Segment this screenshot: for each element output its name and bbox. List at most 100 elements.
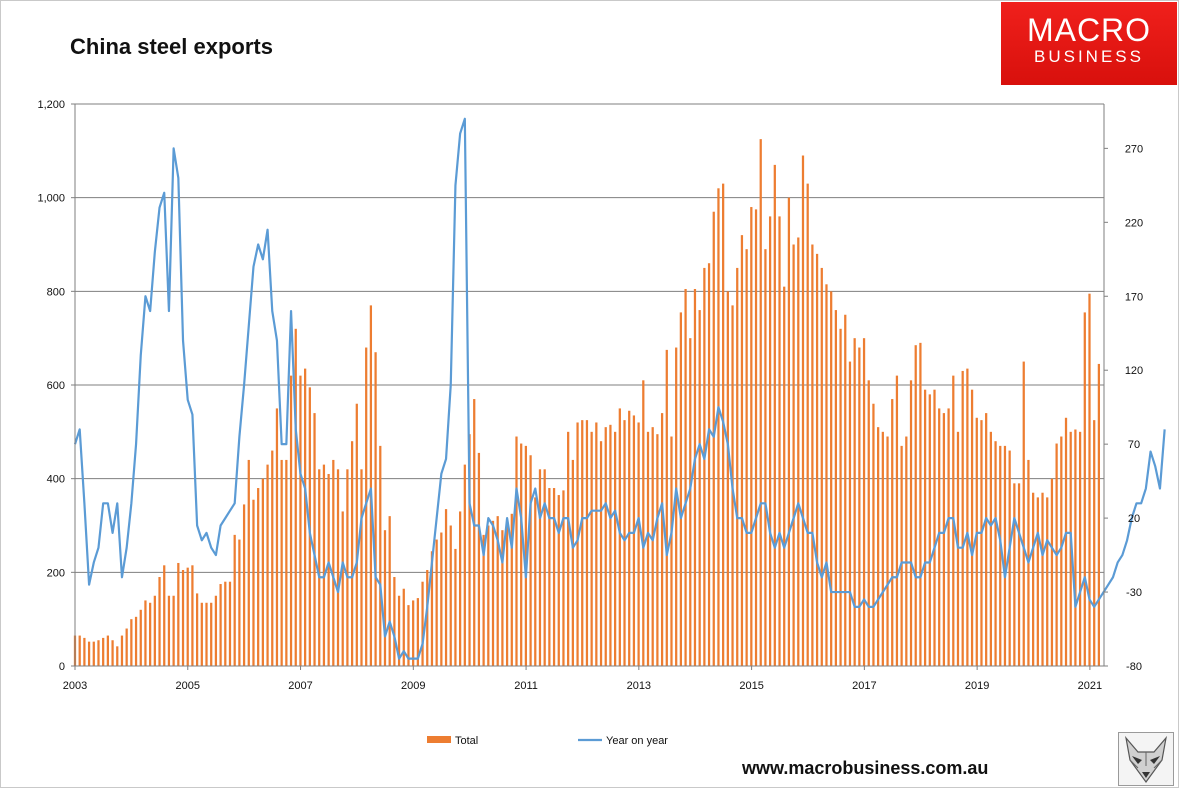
bar	[956, 431, 960, 666]
bar	[304, 368, 307, 666]
y-right-tick-label: 120	[1125, 365, 1143, 377]
bar	[548, 488, 551, 666]
x-tick-label: 2007	[288, 680, 312, 692]
bar	[675, 347, 678, 666]
bar	[576, 422, 579, 666]
bar	[830, 291, 833, 666]
bar	[360, 469, 363, 666]
bar	[97, 640, 100, 666]
bar	[970, 389, 974, 666]
bar	[191, 565, 194, 666]
bar	[862, 338, 866, 666]
bar	[1083, 312, 1086, 666]
bar	[571, 459, 574, 666]
y-right-tick-label: 70	[1128, 439, 1140, 451]
bar	[557, 495, 560, 666]
bar	[923, 389, 927, 666]
y-right-tick-label: 270	[1125, 143, 1143, 155]
bar	[247, 459, 250, 666]
bar	[745, 249, 748, 666]
bar	[294, 328, 297, 666]
bar	[1003, 445, 1007, 666]
bar	[92, 641, 95, 666]
bar	[163, 565, 166, 666]
bar	[529, 455, 532, 666]
bar	[440, 532, 443, 666]
bar	[900, 445, 903, 666]
bar	[966, 368, 969, 666]
bar	[567, 431, 570, 666]
bar	[1097, 363, 1101, 666]
bar	[149, 602, 152, 666]
legend: Total Year on year	[427, 735, 668, 747]
bar	[407, 605, 410, 666]
bar	[895, 375, 899, 666]
website-url[interactable]: www.macrobusiness.com.au	[742, 758, 989, 778]
bar	[224, 581, 227, 666]
bar	[219, 584, 222, 666]
bar	[144, 600, 147, 666]
bar	[646, 431, 650, 666]
bar	[1064, 417, 1068, 666]
bar	[327, 473, 330, 666]
bar	[426, 569, 429, 666]
bar	[1032, 492, 1035, 666]
bar	[614, 431, 617, 666]
bar	[1041, 492, 1044, 666]
x-tick-label: 2021	[1078, 680, 1102, 692]
y-right-tick-label: -30	[1126, 587, 1142, 599]
bar	[999, 445, 1002, 666]
bar	[510, 513, 513, 666]
y-left-tick-label: 800	[47, 286, 65, 298]
bar	[473, 399, 476, 666]
bar	[336, 469, 340, 666]
bar	[205, 602, 208, 666]
bar	[397, 595, 401, 666]
bar	[679, 312, 682, 666]
bar	[153, 595, 156, 666]
bar	[158, 577, 161, 666]
bar	[487, 525, 490, 666]
bar	[285, 459, 288, 666]
bar	[186, 567, 189, 666]
fox-head-icon	[1118, 732, 1174, 786]
bar	[618, 408, 621, 666]
chart-title: China steel exports	[70, 34, 273, 59]
bar	[1046, 497, 1049, 666]
bar	[1022, 361, 1025, 666]
bar	[134, 616, 138, 666]
bar	[299, 375, 302, 666]
bar	[740, 235, 744, 666]
bar	[858, 347, 861, 666]
bar	[1050, 478, 1054, 666]
bar	[449, 525, 452, 666]
bar	[383, 530, 387, 666]
bar	[252, 499, 255, 666]
macrobusiness-logo[interactable]: MACRO BUSINESS	[1001, 2, 1177, 85]
bar	[412, 600, 415, 666]
bar	[233, 534, 236, 666]
bar	[430, 551, 434, 666]
bar	[346, 469, 349, 666]
bar	[985, 413, 988, 666]
y-left-tick-label: 200	[47, 567, 65, 579]
bar	[792, 244, 795, 666]
bar	[477, 452, 481, 666]
bar	[459, 511, 462, 666]
bar	[628, 410, 631, 666]
x-tick-label: 2003	[63, 680, 87, 692]
bar	[806, 183, 809, 666]
bar	[707, 263, 711, 666]
bar	[355, 403, 358, 666]
bar	[524, 445, 528, 666]
bar	[275, 408, 279, 666]
bar	[872, 403, 875, 666]
bar	[891, 399, 894, 666]
bar	[787, 197, 791, 667]
logo-line-1: MACRO	[1026, 12, 1152, 48]
bar	[562, 490, 565, 667]
bar	[289, 375, 293, 666]
bar	[369, 305, 373, 666]
